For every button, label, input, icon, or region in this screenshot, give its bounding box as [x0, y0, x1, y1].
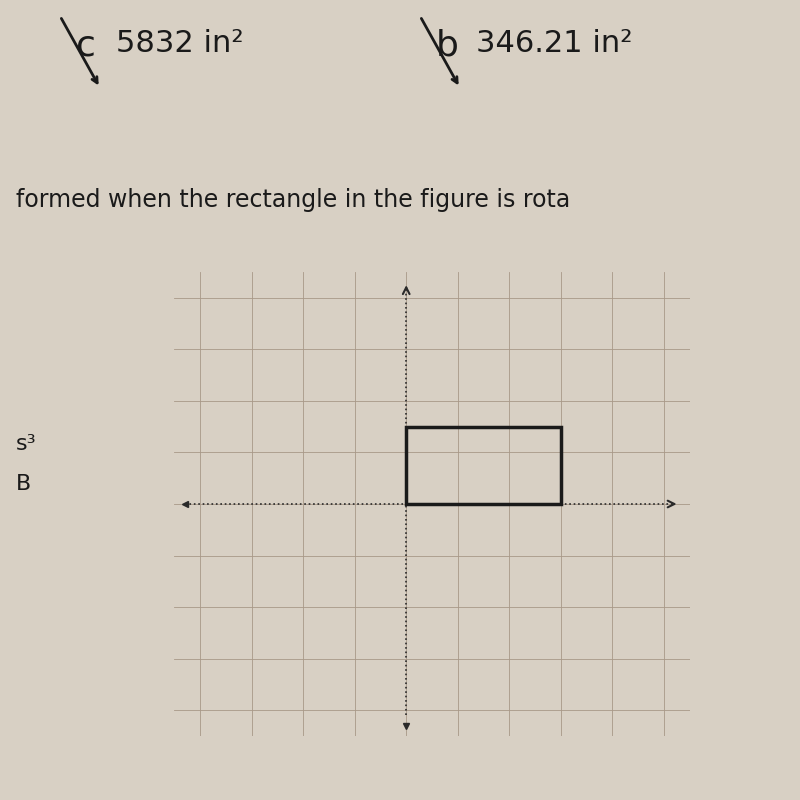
Text: 5832 in²: 5832 in² [116, 29, 243, 58]
Text: b: b [436, 29, 459, 62]
Text: B: B [16, 474, 31, 494]
Text: s³: s³ [16, 434, 37, 454]
Text: 346.21 in²: 346.21 in² [476, 29, 632, 58]
Text: formed when the rectangle in the figure is rota: formed when the rectangle in the figure … [16, 188, 570, 212]
Text: c: c [76, 29, 96, 62]
Bar [406, 426, 561, 504]
